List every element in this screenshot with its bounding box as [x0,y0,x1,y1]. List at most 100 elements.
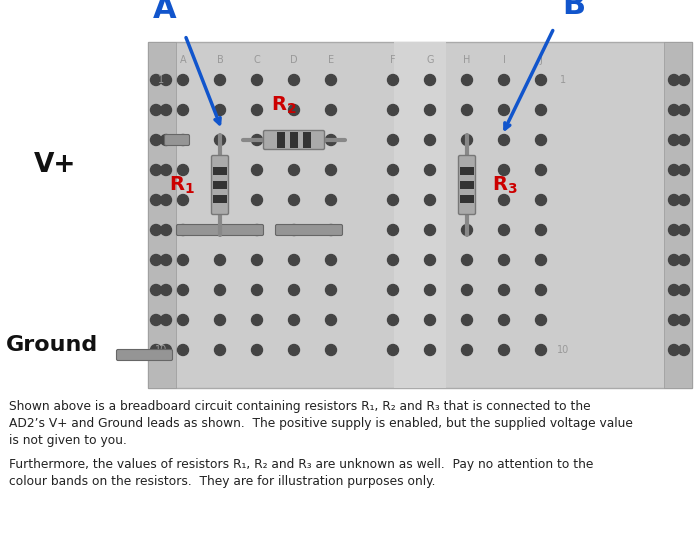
Circle shape [536,195,547,206]
Circle shape [678,284,690,295]
Circle shape [326,345,337,356]
Circle shape [536,74,547,85]
Circle shape [461,195,472,206]
Circle shape [288,195,300,206]
Circle shape [251,104,262,115]
Circle shape [214,195,225,206]
Text: 1: 1 [560,75,566,85]
Circle shape [678,315,690,325]
Bar [460,195,474,203]
Circle shape [214,345,225,356]
Circle shape [160,74,172,85]
Circle shape [388,224,398,236]
Circle shape [498,284,510,295]
Text: AD2’s V+ and Ground leads as shown.  The positive supply is enabled, but the sup: AD2’s V+ and Ground leads as shown. The … [9,417,633,430]
Bar [148,42,176,388]
Circle shape [678,195,690,206]
Text: D: D [290,55,298,65]
Circle shape [251,315,262,325]
Circle shape [214,284,225,295]
Bar [277,132,285,148]
Circle shape [288,135,300,146]
Circle shape [251,165,262,176]
Text: $\mathbf{R_1}$: $\mathbf{R_1}$ [169,174,195,196]
Text: 1: 1 [158,75,164,85]
Circle shape [536,104,547,115]
Circle shape [388,74,398,85]
Circle shape [668,74,680,85]
Circle shape [388,165,398,176]
Circle shape [251,135,262,146]
Circle shape [424,254,435,265]
Circle shape [326,135,337,146]
Circle shape [424,165,435,176]
Circle shape [498,195,510,206]
Bar [394,42,446,388]
Circle shape [678,224,690,236]
Text: 10: 10 [557,345,569,355]
Circle shape [160,284,172,295]
FancyBboxPatch shape [211,155,228,214]
Text: Ground: Ground [6,335,98,355]
Circle shape [498,165,510,176]
Circle shape [424,224,435,236]
Circle shape [214,104,225,115]
Circle shape [178,135,188,146]
Circle shape [160,345,172,356]
Text: Furthermore, the values of resistors R₁, R₂ and R₃ are unknown as well.  Pay no : Furthermore, the values of resistors R₁,… [9,458,594,471]
Circle shape [160,315,172,325]
Circle shape [678,165,690,176]
Circle shape [424,135,435,146]
Text: H: H [463,55,470,65]
Text: F: F [390,55,395,65]
Circle shape [178,315,188,325]
Circle shape [461,315,472,325]
Bar [460,167,474,175]
Circle shape [214,74,225,85]
Circle shape [326,224,337,236]
Circle shape [214,254,225,265]
Circle shape [178,74,188,85]
Circle shape [178,254,188,265]
FancyBboxPatch shape [263,131,325,149]
Text: E: E [328,55,334,65]
FancyBboxPatch shape [116,350,172,360]
Circle shape [461,104,472,115]
Text: colour bands on the resistors.  They are for illustration purposes only.: colour bands on the resistors. They are … [9,475,435,488]
Circle shape [536,284,547,295]
Circle shape [668,224,680,236]
Circle shape [150,315,162,325]
Circle shape [214,165,225,176]
Circle shape [251,195,262,206]
Circle shape [326,315,337,325]
Circle shape [150,345,162,356]
Text: V+: V+ [34,152,76,178]
Bar [148,42,692,388]
Circle shape [288,224,300,236]
Circle shape [251,224,262,236]
Circle shape [498,104,510,115]
Circle shape [160,104,172,115]
Bar [213,195,227,203]
Circle shape [150,104,162,115]
Circle shape [668,345,680,356]
Circle shape [498,74,510,85]
Circle shape [461,345,472,356]
Bar [460,181,474,189]
Text: G: G [426,55,434,65]
Circle shape [536,165,547,176]
Circle shape [388,284,398,295]
Circle shape [160,135,172,146]
Circle shape [150,224,162,236]
Circle shape [536,315,547,325]
Circle shape [388,195,398,206]
Text: B: B [216,55,223,65]
Circle shape [214,224,225,236]
Circle shape [326,104,337,115]
Circle shape [536,254,547,265]
Bar [290,132,298,148]
Circle shape [326,254,337,265]
Circle shape [150,254,162,265]
Circle shape [498,345,510,356]
Text: 10: 10 [155,345,167,355]
